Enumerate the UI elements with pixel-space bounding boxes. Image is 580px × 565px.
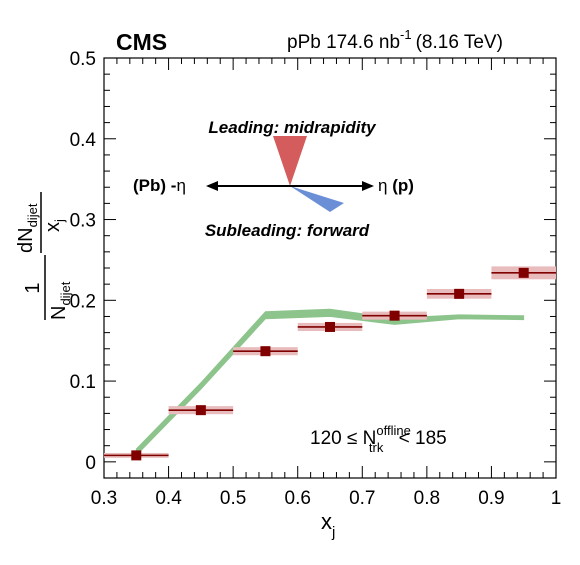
dataset-label: pPb 174.6 nb-1 (8.16 TeV) <box>287 27 503 53</box>
y-axis-N: N <box>48 306 70 320</box>
data-point <box>454 288 465 299</box>
y-axis-denominator: Ndijet <box>48 281 73 320</box>
data-point <box>195 405 206 416</box>
eta-right-suffix: (p) <box>387 176 413 195</box>
axis-ticks <box>103 57 557 478</box>
y-tick-label: 0.4 <box>70 130 97 151</box>
x-tick-label: 0.5 <box>220 488 246 509</box>
eta-arrow-right-head <box>362 181 374 191</box>
y-axis-numerator: dNdijet <box>15 203 40 253</box>
eta-left-symbol: η <box>176 176 185 195</box>
eta-arrow-left-head <box>206 181 218 191</box>
x-tick-label: 0.6 <box>285 488 311 509</box>
band-layer <box>135 308 525 457</box>
experiment-label: CMS <box>116 29 167 55</box>
x-tick-label: 0.4 <box>155 488 182 509</box>
x-axis-title-sub: j <box>331 524 335 541</box>
y-axis-xj-main: x <box>42 222 64 232</box>
selection-sup: offline <box>376 423 410 438</box>
data-point <box>518 267 529 278</box>
y-tick-label: 0.2 <box>70 291 96 312</box>
data-point <box>389 310 400 321</box>
eta-left-prefix: (Pb) - <box>133 176 176 195</box>
y-axis-xj: xj <box>42 219 67 232</box>
x-axis-title-main: x <box>321 509 332 534</box>
y-axis-N-sub: dijet <box>58 281 73 305</box>
data-point <box>260 346 271 357</box>
eta-right-symbol: η <box>378 176 387 195</box>
subleading-jet-cone <box>290 186 344 212</box>
model-band <box>135 308 525 457</box>
leading-jet-cone <box>273 136 307 186</box>
y-tick-label: 0.1 <box>70 372 96 393</box>
y-tick-label: 0.5 <box>70 49 96 70</box>
selection-prefix: 120 ≤ N <box>310 428 376 449</box>
dataset-text: pPb 174.6 nb <box>287 32 400 53</box>
rapidity-schematic: Leading: midrapidity (Pb) -η η (p) Suble… <box>133 118 414 240</box>
selection-label: 120 ≤ Noffline trk < 185 <box>310 423 447 455</box>
y-axis-dN-sub: dijet <box>25 203 40 227</box>
data-point <box>325 321 335 332</box>
subleading-label: Subleading: forward <box>205 221 370 240</box>
x-tick-label: 0.7 <box>349 488 375 509</box>
x-tick-label: 0.9 <box>478 488 504 509</box>
axis-tick-labels: 0.3 0.4 0.5 0.6 0.7 0.8 0.9 1 0 0.1 0.2 0.3 0.4 0.5 <box>70 49 562 509</box>
x-axis-title: xj <box>321 509 335 541</box>
x-tick-label: 0.3 <box>91 488 117 509</box>
x-tick-label: 0.8 <box>414 488 440 509</box>
points-layer <box>104 267 556 461</box>
data-point <box>131 450 142 461</box>
eta-left-label: (Pb) -η <box>133 176 186 195</box>
eta-right-label: η (p) <box>378 176 414 195</box>
y-axis-dN: dN <box>15 227 37 253</box>
y-tick-label: 0 <box>85 453 96 474</box>
selection-suffix: < 185 <box>393 428 446 449</box>
x-tick-label: 1 <box>551 488 562 509</box>
energy-text: (8.16 TeV) <box>416 32 503 53</box>
leading-label: Leading: midrapidity <box>208 118 377 137</box>
y-axis-title: 1 Ndijet dNdijet xj <box>15 192 73 320</box>
y-axis-xj-sub: j <box>52 219 67 223</box>
y-tick-label: 0.3 <box>70 211 96 232</box>
dataset-unit-exponent: -1 <box>400 27 412 42</box>
selection-sub: trk <box>369 440 384 455</box>
y-axis-one: 1 <box>22 282 44 293</box>
